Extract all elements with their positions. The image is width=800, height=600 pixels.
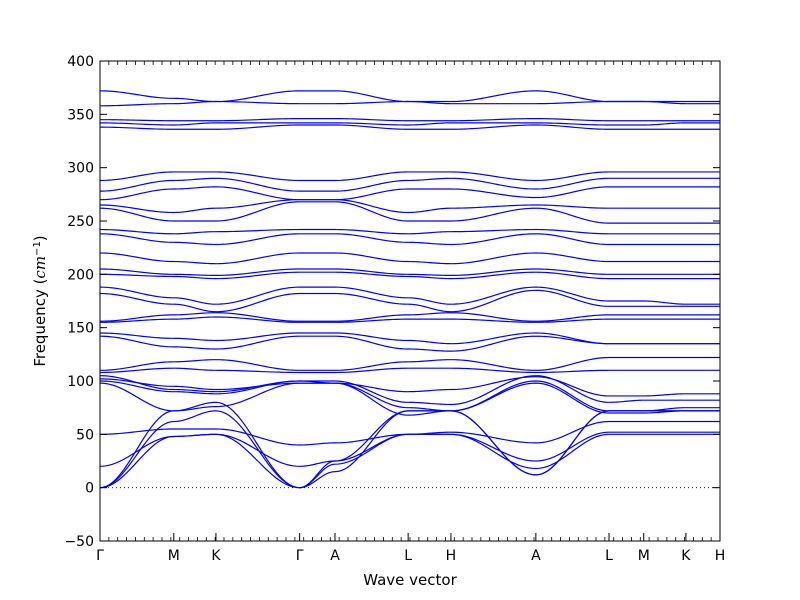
x-tick-label: Γ xyxy=(296,548,304,564)
x-tick-label: L xyxy=(404,548,412,564)
x-tick-label: K xyxy=(681,548,691,564)
y-axis-title-exponent: −1 xyxy=(32,241,43,256)
band-line-18 xyxy=(99,268,720,276)
y-axis-title: Frequency (cm−1) xyxy=(31,235,49,366)
x-tick-label: M xyxy=(168,548,180,564)
y-tick-label: 300 xyxy=(67,161,94,177)
y-axis-title-close: ) xyxy=(31,235,49,241)
band-line-5 xyxy=(99,382,720,416)
band-line-9 xyxy=(99,356,720,371)
y-tick-label: 250 xyxy=(67,214,94,230)
band-line-31 xyxy=(99,90,720,105)
x-tick-label: A xyxy=(531,548,541,564)
band-line-10 xyxy=(99,367,720,374)
y-tick-label: 150 xyxy=(67,321,94,337)
band-line-26 xyxy=(99,171,720,182)
band-line-2 xyxy=(99,433,720,489)
band-line-16 xyxy=(99,286,720,305)
band-line-22 xyxy=(99,201,720,224)
x-axis-title: Wave vector xyxy=(363,571,457,589)
band-line-13 xyxy=(99,316,720,323)
band-line-3 xyxy=(99,431,720,467)
plot-frame xyxy=(99,60,721,542)
band-line-23 xyxy=(99,199,720,214)
y-tick-label: 0 xyxy=(85,481,94,497)
ticks-layer: −50 0 50 100 150 200 250 300 350 400 Γ M K Γ A L H A L M K H xyxy=(64,54,725,564)
y-tick-label: −50 xyxy=(64,534,94,550)
band-line-14 xyxy=(99,312,720,322)
band-line-12 xyxy=(99,332,720,345)
band-line-27 xyxy=(99,124,720,130)
x-tick-label: A xyxy=(330,548,340,564)
band-line-1 xyxy=(99,410,720,489)
y-tick-label: 100 xyxy=(67,374,94,390)
y-axis-title-text: Frequency ( xyxy=(31,279,49,367)
y-tick-label: 50 xyxy=(76,427,94,443)
y-tick-label: 400 xyxy=(67,54,94,70)
band-line-21 xyxy=(99,228,720,235)
x-tick-label: H xyxy=(446,548,457,564)
band-line-15 xyxy=(99,289,720,313)
y-tick-label: 350 xyxy=(67,107,94,123)
x-tick-label: K xyxy=(211,548,221,564)
x-tick-label: Γ xyxy=(96,548,104,564)
y-tick-label: 200 xyxy=(67,267,94,283)
x-tick-label: L xyxy=(605,548,613,564)
band-line-7 xyxy=(99,375,720,406)
y-axis-title-unit: cm xyxy=(31,256,49,279)
band-line-24 xyxy=(99,186,720,201)
band-line-29 xyxy=(100,117,720,122)
x-tick-label: H xyxy=(715,548,726,564)
band-line-30 xyxy=(99,90,720,107)
band-line-25 xyxy=(99,177,720,192)
band-line-20 xyxy=(99,233,720,246)
band-line-28 xyxy=(99,122,720,126)
bands-layer xyxy=(99,90,720,489)
band-line-8 xyxy=(99,376,720,397)
band-line-4 xyxy=(99,420,720,446)
band-line-6 xyxy=(99,380,720,412)
band-line-19 xyxy=(99,252,720,265)
band-line-17 xyxy=(99,271,720,280)
x-tick-label: M xyxy=(638,548,650,564)
